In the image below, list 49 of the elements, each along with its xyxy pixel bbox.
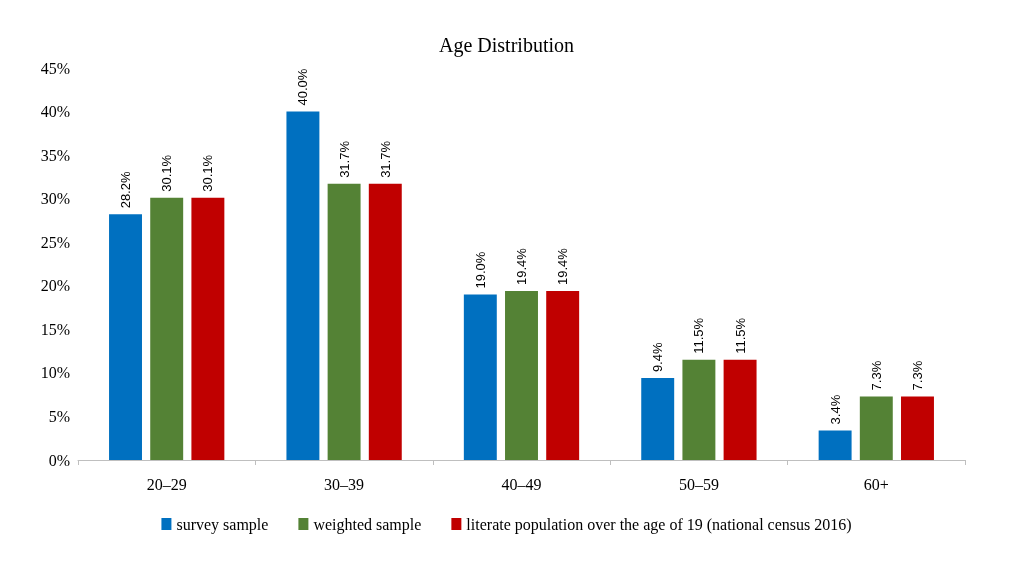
data-label: 19.4% [514, 247, 529, 285]
bar [723, 359, 757, 460]
y-tick-label: 10% [40, 364, 70, 382]
data-label: 3.4% [827, 394, 843, 425]
bar [505, 291, 538, 460]
x-tick-label: 40–49 [501, 475, 542, 493]
x-tick-label: 20–29 [146, 475, 187, 493]
data-label: 11.5% [732, 317, 748, 354]
x-tick-label: 30–39 [324, 475, 365, 493]
legend-label: literate population over the age of 19 (national census 2016) [466, 515, 852, 534]
bar [327, 183, 361, 460]
data-label: 11.5% [691, 317, 707, 354]
y-tick-label: 25% [40, 233, 70, 251]
bar [682, 359, 716, 460]
y-tick-label: 5% [48, 407, 70, 425]
data-label: 40.0% [295, 68, 311, 106]
y-tick-label: 20% [40, 277, 70, 295]
bar [150, 197, 184, 460]
data-label: 19.0% [472, 251, 488, 289]
data-label: 31.7% [377, 140, 393, 178]
x-tick-label: 50–59 [678, 475, 719, 493]
bar [818, 430, 852, 460]
bar [191, 197, 225, 460]
y-tick-label: 45% [40, 59, 70, 77]
y-tick-label: 40% [40, 103, 70, 121]
data-label: 28.2% [118, 171, 134, 209]
data-label: 31.7% [336, 140, 352, 178]
y-tick-label: 35% [40, 146, 70, 164]
y-tick-label: 15% [40, 320, 70, 338]
data-label: 7.3% [909, 360, 925, 391]
chart-title: Age Distribution [439, 34, 574, 57]
y-tick-label: 30% [40, 190, 70, 208]
bar [641, 378, 675, 460]
bar [109, 214, 142, 460]
bar [901, 396, 934, 460]
x-tick-label: 60+ [863, 475, 889, 493]
y-tick-label: 0% [48, 451, 70, 469]
legend-label: weighted sample [313, 515, 422, 534]
data-label: 30.1% [159, 154, 175, 192]
data-label: 19.4% [555, 247, 571, 285]
bar [368, 183, 402, 460]
data-label: 30.1% [200, 154, 216, 192]
bar [546, 291, 580, 460]
bar [859, 396, 893, 460]
data-label: 7.3% [868, 360, 884, 391]
bar [463, 294, 497, 460]
legend-label: survey sample [176, 515, 269, 534]
data-label: 9.4% [650, 342, 666, 373]
bar [286, 111, 320, 460]
